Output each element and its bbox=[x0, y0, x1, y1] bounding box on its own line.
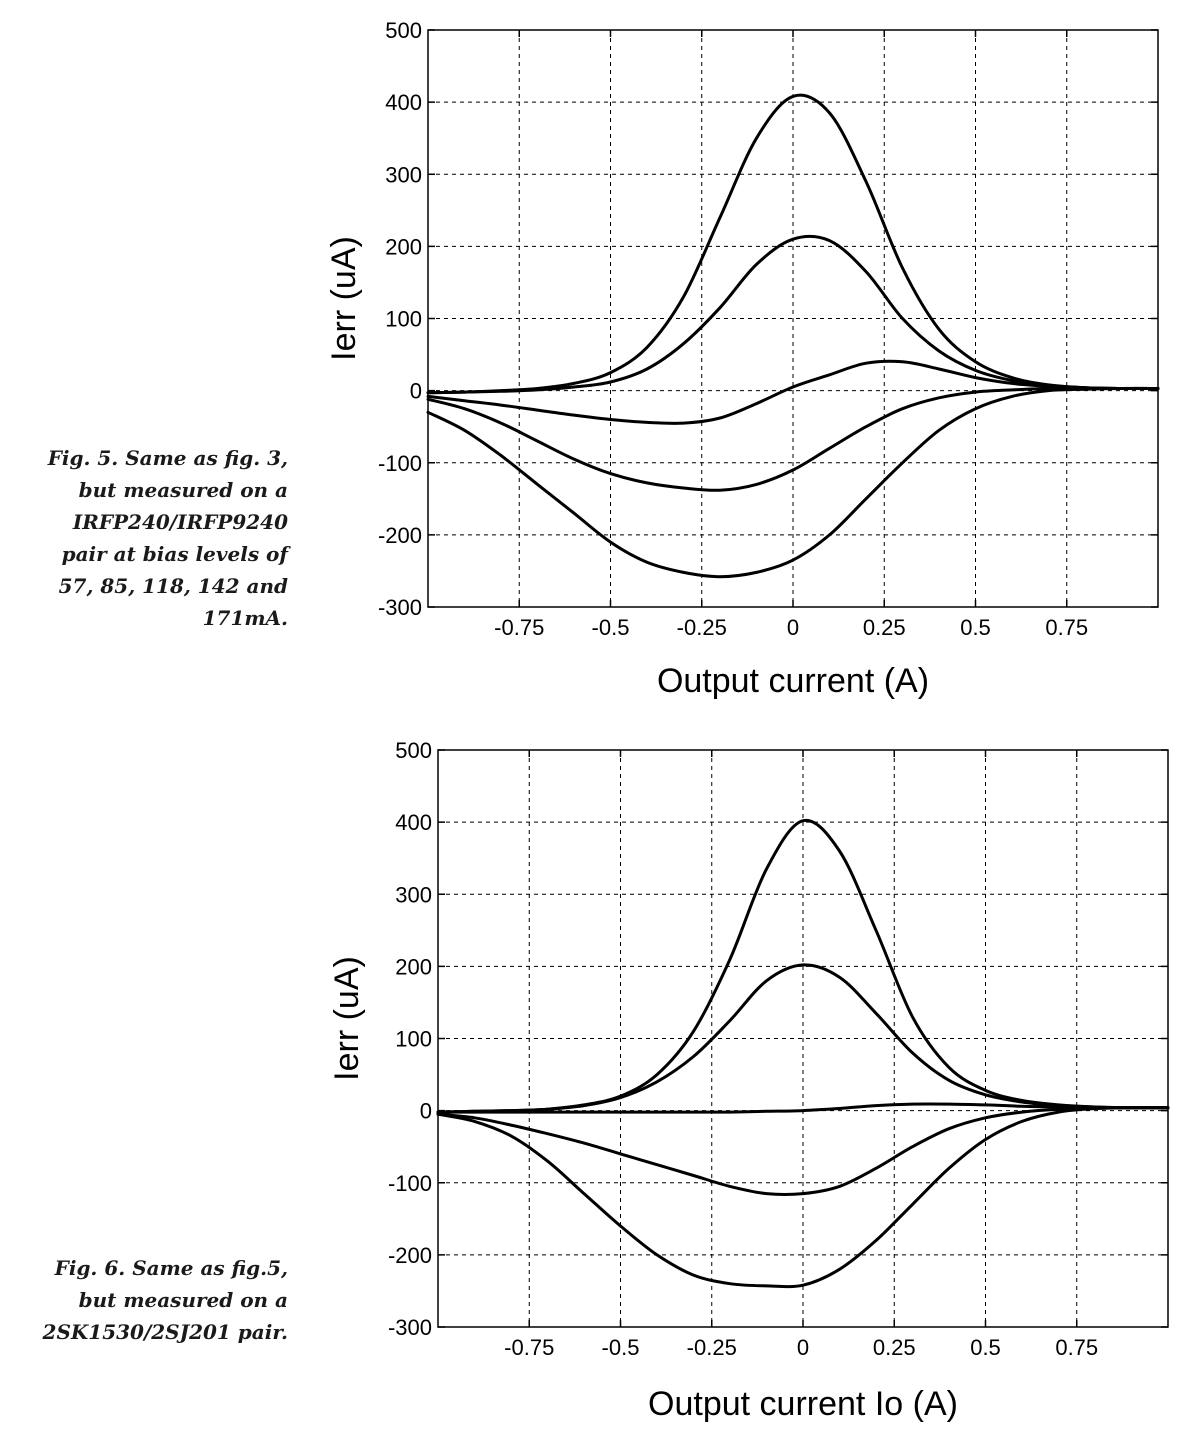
figure-5-caption: Fig. 5. Same as fig. 3, but measured on … bbox=[47, 446, 288, 630]
fig6-x-tick-label-3: 0 bbox=[797, 1335, 809, 1360]
fig5-x-tick-label-4: 0.25 bbox=[863, 615, 906, 640]
fig6-y-tick-label-6: 300 bbox=[395, 882, 432, 907]
fig5-x-tick-label-1: -0.5 bbox=[592, 615, 630, 640]
fig6-x-tick-label-4: 0.25 bbox=[873, 1335, 916, 1360]
fig6-series-line-5 bbox=[436, 1106, 1170, 1289]
figure-5: Fig. 5. Same as fig. 3, but measured on … bbox=[0, 0, 1202, 720]
fig6-x-tick-label-1: -0.5 bbox=[602, 1335, 640, 1360]
fig5-series-line-3 bbox=[426, 359, 1160, 425]
fig5-series-line-1 bbox=[426, 93, 1160, 395]
fig5-y-axis-title: Ierr (uA) bbox=[325, 236, 363, 361]
fig5-series-line-5 bbox=[426, 386, 1160, 579]
figure-6-chart: -0.75 -0.5 -0.25 0 0.25 0.5 0.75 -300 -200 -100 0 1… bbox=[328, 738, 1170, 1423]
fig6-x-axis-title: Output current Io (A) bbox=[648, 1385, 958, 1423]
fig5-y-tick-label-3: 0 bbox=[410, 379, 422, 404]
fig6-y-tick-label-4: 100 bbox=[395, 1027, 432, 1052]
fig5-x-tick-label-3: 0 bbox=[787, 615, 799, 640]
figure-5-chart: -0.75 -0.5 -0.25 0 0.25 0.5 0.75 -300 -200 -100 0 1… bbox=[325, 18, 1160, 700]
fig6-x-tick-label-5: 0.5 bbox=[970, 1335, 1001, 1360]
fig6-y-tick-label-8: 500 bbox=[395, 738, 432, 763]
fig6-y-tick-label-3: 0 bbox=[420, 1099, 432, 1124]
fig6-y-tick-label-0: -300 bbox=[388, 1315, 432, 1340]
fig6-y-tick-label-5: 200 bbox=[395, 954, 432, 979]
fig6-y-tick-label-7: 400 bbox=[395, 810, 432, 835]
fig5-y-tick-label-8: 500 bbox=[385, 18, 422, 43]
fig5-y-tick-label-2: -100 bbox=[378, 451, 422, 476]
fig6-x-tick-label-2: -0.25 bbox=[687, 1335, 737, 1360]
fig5-y-tick-label-1: -200 bbox=[378, 523, 422, 548]
fig5-x-tick-label-6: 0.75 bbox=[1045, 615, 1088, 640]
fig5-grid bbox=[428, 30, 1158, 607]
fig6-grid bbox=[438, 750, 1168, 1327]
figure-6-caption: Fig. 6. Same as fig.5, but measured on a… bbox=[42, 1256, 288, 1344]
fig6-series-line-4 bbox=[436, 1106, 1170, 1196]
fig5-y-tick-label-5: 200 bbox=[385, 234, 422, 259]
figure-6: Fig. 6. Same as fig.5, but measured on a… bbox=[0, 720, 1202, 1440]
fig5-y-tick-label-0: -300 bbox=[378, 595, 422, 620]
fig5-y-tick-label-4: 100 bbox=[385, 307, 422, 332]
fig5-y-tick-label-6: 300 bbox=[385, 162, 422, 187]
fig5-x-tick-label-0: -0.75 bbox=[494, 615, 544, 640]
fig6-x-tick-label-0: -0.75 bbox=[504, 1335, 554, 1360]
fig6-x-tick-label-6: 0.75 bbox=[1055, 1335, 1098, 1360]
fig5-x-tick-label-2: -0.25 bbox=[677, 615, 727, 640]
fig5-series-line-4 bbox=[426, 386, 1160, 492]
fig6-y-tick-label-1: -200 bbox=[388, 1243, 432, 1268]
fig6-y-tick-label-2: -100 bbox=[388, 1171, 432, 1196]
fig6-series-line-2 bbox=[436, 963, 1170, 1114]
fig6-series-line-3 bbox=[436, 1102, 1170, 1114]
fig5-y-tick-label-7: 400 bbox=[385, 90, 422, 115]
fig6-y-axis-title: Ierr (uA) bbox=[328, 956, 366, 1081]
fig5-x-tick-label-5: 0.5 bbox=[960, 615, 991, 640]
fig5-x-axis-title: Output current (A) bbox=[657, 662, 929, 700]
